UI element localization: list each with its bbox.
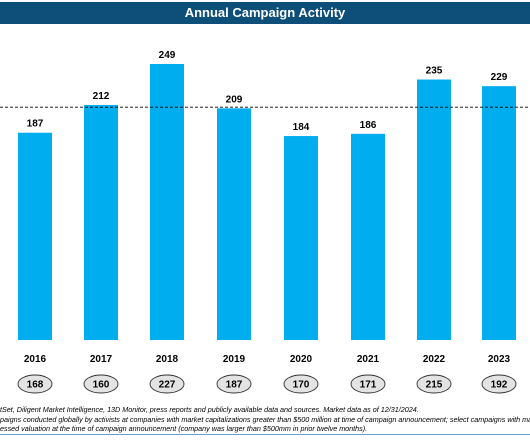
- x-tick-label: 2020: [290, 354, 313, 365]
- secondary-count-label: 192: [491, 380, 508, 391]
- value-label: 212: [93, 91, 110, 102]
- x-tick-label: 2017: [90, 354, 113, 365]
- secondary-count-label: 170: [293, 380, 310, 391]
- secondary-count-oval: [216, 374, 252, 394]
- x-tick-label: 2016: [24, 354, 47, 365]
- footnote-line: paigns conducted globally by activists a…: [0, 414, 530, 424]
- secondary-count-label: 215: [426, 380, 443, 391]
- footnote-line: tSet, Diligent Market Intelligence, 13D …: [0, 405, 419, 414]
- x-tick-label: 2021: [357, 354, 380, 365]
- source-footnotes: tSet, Diligent Market Intelligence, 13D …: [0, 405, 530, 442]
- value-label: 249: [159, 50, 176, 61]
- bar-2020: [284, 136, 318, 340]
- bar-2016: [18, 132, 52, 340]
- secondary-count-oval: [17, 374, 53, 394]
- secondary-count-label: 160: [93, 380, 110, 391]
- bar-chart: 187 212 249 209 184 186 235 229 2016 2017 2018 201…: [0, 50, 530, 394]
- value-label: 209: [226, 94, 243, 105]
- secondary-count-oval: [283, 374, 319, 394]
- secondary-count-oval: [83, 374, 119, 394]
- chart-title: Annual Campaign Activity: [0, 2, 530, 24]
- value-label: 186: [360, 120, 377, 131]
- secondary-count-label: 187: [226, 380, 243, 391]
- value-label: 184: [293, 122, 310, 133]
- x-tick-label: 2018: [156, 354, 179, 365]
- value-label: 187: [27, 119, 44, 130]
- secondary-count-oval: [149, 374, 185, 394]
- secondary-count-oval: [350, 374, 386, 394]
- x-tick-label: 2019: [223, 354, 246, 365]
- bar-2018: [150, 64, 184, 340]
- secondary-count-oval: [481, 374, 517, 394]
- bar-2019: [217, 108, 251, 341]
- value-label: 235: [426, 66, 443, 77]
- secondary-count-label: 171: [360, 380, 377, 391]
- x-tick-label: 2022: [423, 354, 446, 365]
- secondary-count-label: 227: [159, 380, 176, 391]
- bar-2023: [482, 86, 516, 341]
- bar-2017: [84, 105, 118, 340]
- footnote-line: essed valuation at the time of campaign …: [0, 424, 530, 435]
- secondary-count-label: 168: [27, 380, 44, 391]
- value-label: 229: [491, 72, 508, 83]
- bar-2022: [417, 79, 451, 341]
- secondary-count-oval: [416, 374, 452, 394]
- x-tick-label: 2023: [488, 354, 511, 365]
- bar-2021: [351, 133, 385, 340]
